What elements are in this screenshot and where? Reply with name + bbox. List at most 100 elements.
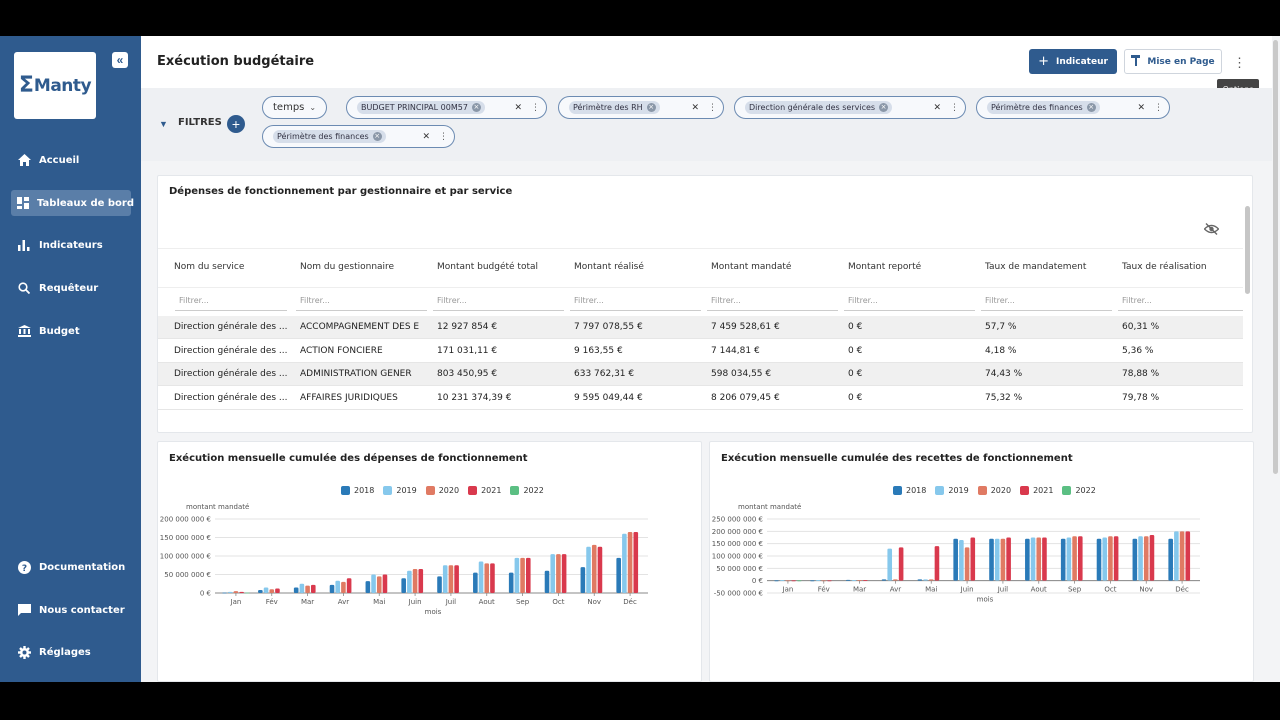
legend-item[interactable]: 2022	[510, 486, 544, 495]
x-axis-label: mois	[425, 608, 442, 616]
column-header[interactable]: Montant mandaté	[711, 262, 792, 272]
table-row[interactable]: Direction générale des ... ACTION FONCIER…	[158, 340, 1243, 363]
column-header[interactable]: Montant budgété total	[437, 262, 538, 272]
bar-2019-Mar	[851, 580, 857, 581]
add-indicator-button[interactable]: + Indicateur	[1029, 49, 1117, 74]
bar-2018-Sep	[1060, 538, 1066, 581]
filter-menu-icon[interactable]: ⋮	[1154, 102, 1163, 113]
clear-filter-icon[interactable]: ✕	[1137, 102, 1145, 113]
bar-2019-Juin	[959, 539, 964, 581]
clear-filter-icon[interactable]: ✕	[514, 102, 522, 113]
table-cell: Direction générale des ...	[174, 322, 288, 332]
table-row[interactable]: Direction générale des ... ADMINISTRATION…	[158, 363, 1243, 386]
add-filter-button[interactable]: +	[227, 115, 245, 133]
remove-tag-icon[interactable]: ×	[471, 103, 481, 112]
layout-button[interactable]: Mise en Page	[1124, 49, 1222, 74]
page-scrollbar[interactable]	[1272, 36, 1280, 682]
legend-item[interactable]: 2020	[977, 486, 1011, 495]
filter-chip-temps[interactable]: temps ⌄	[262, 96, 328, 119]
sidebar-item-documentation[interactable]: ? Documentation	[11, 554, 131, 580]
filter-chip[interactable]: Périmètre des finances × ✕ ⋮	[262, 125, 455, 148]
filter-chip[interactable]: Périmètre des RH × ✕ ⋮	[558, 96, 724, 119]
filter-chip[interactable]: BUDGET PRINCIPAL 00M57 × ✕ ⋮	[346, 96, 547, 119]
legend-item[interactable]: 2020	[425, 486, 459, 495]
filter-menu-icon[interactable]: ⋮	[439, 131, 448, 142]
column-filter-input[interactable]: Filtrer...	[1118, 294, 1243, 311]
legend-item[interactable]: 2021	[1020, 486, 1053, 495]
column-header[interactable]: Nom du gestionnaire	[300, 262, 395, 272]
legend-label: 2018	[354, 486, 375, 495]
column-header[interactable]: Nom du service	[174, 262, 245, 272]
column-header[interactable]: Taux de mandatement	[985, 262, 1087, 272]
filter-menu-icon[interactable]: ⋮	[950, 102, 959, 113]
sidebar-item-requeteur[interactable]: Requêteur	[11, 275, 131, 301]
x-tick-label: Nov	[1139, 586, 1153, 594]
chart-recettes-svg: montant mandaté 250 000 000 € 200 000 000 …	[712, 503, 1200, 604]
sidebar-item-tableaux-de-bord[interactable]: Tableaux de bord	[11, 190, 134, 216]
layout-button-label: Mise en Page	[1147, 56, 1215, 67]
bar-2019-Mar	[299, 583, 305, 593]
bar-2021-Oct	[561, 554, 567, 593]
legend-item[interactable]: 2019	[935, 486, 969, 495]
bar-2021-Déc	[1185, 531, 1191, 581]
table-scrollbar[interactable]	[1245, 206, 1250, 294]
column-filter-input[interactable]: Filtrer...	[844, 294, 975, 311]
legend-item[interactable]: 2018	[341, 486, 374, 495]
column-filter-input[interactable]: Filtrer...	[707, 294, 838, 311]
legend-item[interactable]: 2022	[1062, 486, 1096, 495]
clear-filter-icon[interactable]: ✕	[422, 131, 430, 142]
column-filter-input[interactable]: Filtrer...	[296, 294, 427, 311]
x-tick-label: Sep	[1068, 586, 1082, 594]
legend-item[interactable]: 2021	[468, 486, 501, 495]
logo-text: Manty	[33, 75, 92, 96]
manty-logo[interactable]: Σ Manty	[14, 52, 96, 119]
legend-label: 2021	[1033, 486, 1054, 495]
x-tick-label: Oct	[1104, 586, 1116, 594]
sidebar-item-label: Nous contacter	[39, 604, 125, 616]
chevrons-left-icon[interactable]: «	[112, 52, 128, 68]
filter-tag: BUDGET PRINCIPAL 00M57 ×	[357, 101, 485, 114]
bar-2018-Fév	[810, 580, 815, 582]
remove-tag-icon[interactable]: ×	[879, 103, 889, 112]
options-menu-icon[interactable]: ⋮	[1233, 55, 1246, 70]
column-header[interactable]: Montant réalisé	[574, 262, 644, 272]
legend-item[interactable]: 2018	[893, 486, 926, 495]
remove-tag-icon[interactable]: ×	[1086, 103, 1096, 112]
legend-label: 2019	[396, 486, 417, 495]
clear-filter-icon[interactable]: ✕	[933, 102, 941, 113]
page-scrollbar-thumb[interactable]	[1273, 40, 1278, 474]
clear-filter-icon[interactable]: ✕	[691, 102, 699, 113]
filter-chip[interactable]: Direction générale des services × ✕ ⋮	[734, 96, 966, 119]
sidebar-item-indicateurs[interactable]: Indicateurs	[11, 232, 131, 258]
x-tick-label: Fév	[266, 598, 278, 606]
filter-menu-icon[interactable]: ⋮	[708, 102, 717, 113]
filter-menu-icon[interactable]: ⋮	[531, 102, 540, 113]
table-row[interactable]: Direction générale des ... AFFAIRES JURID…	[158, 387, 1243, 410]
filter-chip[interactable]: Périmètre des finances × ✕ ⋮	[976, 96, 1170, 119]
x-tick-label: Juin	[960, 586, 974, 594]
x-tick-label: Mai	[925, 586, 937, 594]
sidebar-item-nous-contacter[interactable]: Nous contacter	[11, 597, 131, 623]
chevron-down-icon[interactable]: ▼	[159, 119, 168, 129]
table-row[interactable]: Direction générale des ... ACCOMPAGNEMENT…	[158, 316, 1243, 339]
column-filter-input[interactable]: Filtrer...	[570, 294, 701, 311]
sidebar-item-accueil[interactable]: Accueil	[11, 147, 131, 173]
sidebar-item-reglages[interactable]: Réglages	[11, 639, 131, 665]
logo-symbol: Σ	[18, 73, 34, 98]
column-filter-input[interactable]: Filtrer...	[433, 294, 564, 311]
column-header[interactable]: Taux de réalisation	[1122, 262, 1207, 272]
bar-2020-Juin	[964, 547, 970, 581]
table-cell: 7 797 078,55 €	[574, 322, 643, 332]
column-filter-input[interactable]: Filtrer...	[981, 294, 1112, 311]
legend-item[interactable]: 2019	[383, 486, 417, 495]
column-filter-input[interactable]: Filtrer...	[175, 294, 287, 311]
eye-off-icon[interactable]	[1203, 222, 1220, 236]
remove-tag-icon[interactable]: ×	[646, 103, 656, 112]
column-header[interactable]: Montant reporté	[848, 262, 922, 272]
bar-2019-Déc	[1174, 531, 1179, 581]
bar-2018-Déc	[616, 557, 621, 593]
table-cell: 171 031,11 €	[437, 345, 498, 356]
sidebar-item-budget[interactable]: Budget	[11, 318, 131, 344]
remove-tag-icon[interactable]: ×	[372, 132, 382, 141]
add-indicator-label: Indicateur	[1055, 56, 1108, 67]
